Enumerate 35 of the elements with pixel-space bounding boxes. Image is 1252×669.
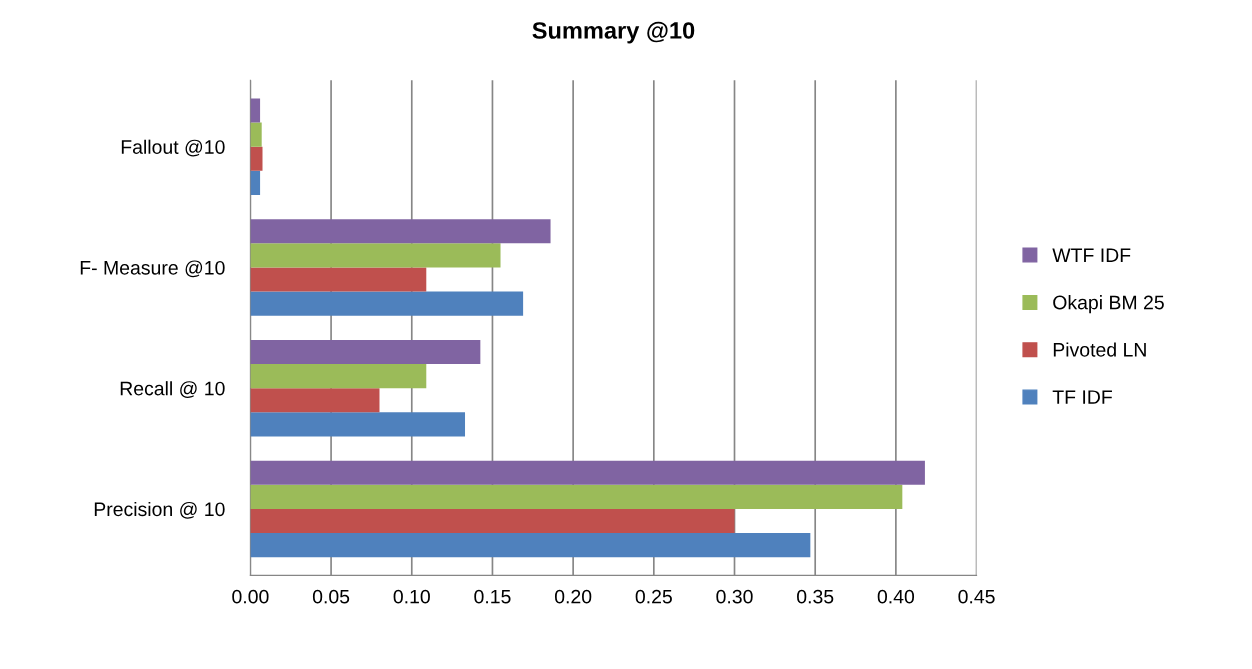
bar bbox=[250, 388, 380, 413]
bar bbox=[250, 170, 261, 195]
bar bbox=[250, 219, 551, 244]
x-tick-label: 0.25 bbox=[635, 589, 672, 604]
x-tick-label: 0.45 bbox=[958, 589, 995, 604]
x-tick-label: 0.40 bbox=[877, 589, 915, 604]
bar bbox=[250, 412, 466, 437]
legend-label: Pivoted LN bbox=[1053, 342, 1146, 357]
bar bbox=[250, 291, 524, 316]
x-tick-label: 0.35 bbox=[797, 589, 834, 604]
x-tick-label: 0.10 bbox=[393, 589, 430, 604]
bar bbox=[250, 267, 427, 292]
bar bbox=[250, 243, 501, 268]
bar bbox=[250, 460, 925, 485]
bar bbox=[250, 508, 735, 534]
bar bbox=[250, 98, 261, 123]
x-tick-label: 0.20 bbox=[554, 589, 592, 604]
x-tick-label: 0.05 bbox=[312, 589, 350, 604]
bar bbox=[250, 339, 481, 365]
legend-label: WTF IDF bbox=[1052, 248, 1131, 262]
x-tick-label: 0.00 bbox=[232, 589, 269, 604]
y-tick-label: F- Measure @10 bbox=[80, 260, 225, 278]
bar bbox=[250, 484, 903, 509]
bar bbox=[250, 533, 811, 558]
legend-label: Okapi BM 25 bbox=[1053, 295, 1164, 314]
chart-title: Summary @10 bbox=[532, 21, 695, 44]
y-tick-label: Precision @ 10 bbox=[94, 501, 225, 519]
y-tick-label: Fallout @10 bbox=[121, 139, 225, 157]
bar bbox=[250, 122, 262, 147]
legend-label: TF IDF bbox=[1052, 390, 1112, 404]
x-tick-label: 0.15 bbox=[474, 589, 511, 604]
x-tick-label: 0.30 bbox=[716, 589, 753, 604]
y-tick-label: Recall @ 10 bbox=[120, 381, 225, 398]
bar bbox=[250, 146, 263, 171]
bar bbox=[250, 364, 427, 389]
